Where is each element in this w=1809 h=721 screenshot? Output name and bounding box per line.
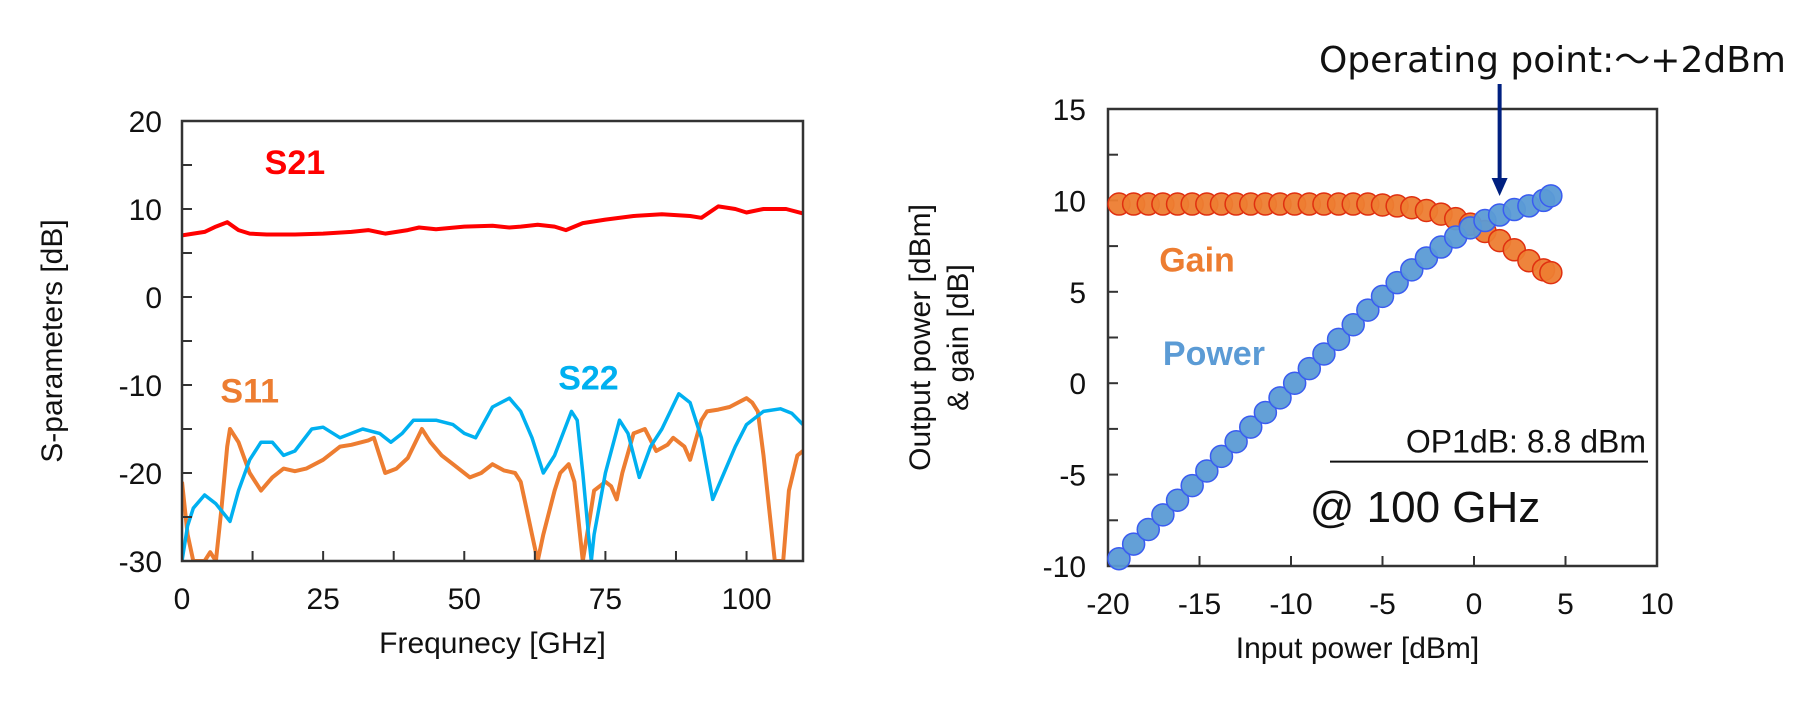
- data-point-power: [1297, 356, 1322, 381]
- operating-point-annotation: Operating point:～+2dBm: [1319, 40, 1786, 81]
- series-line-s21: [182, 204, 803, 238]
- frequency-annotation: @ 100 GHz: [1310, 483, 1541, 532]
- y-tick-label: 20: [129, 106, 162, 139]
- y-tick-label: 15: [1053, 94, 1086, 127]
- data-point-power: [1180, 473, 1204, 498]
- data-point-power: [1238, 415, 1263, 439]
- data-point-power: [1209, 444, 1234, 469]
- data-point-power: [1253, 400, 1278, 425]
- series-label-gain: Gain: [1159, 242, 1235, 280]
- left-plot-frame: [180, 119, 805, 563]
- data-point-power: [1121, 532, 1146, 556]
- right-x-axis-title: Input power [dBm]: [1236, 632, 1479, 665]
- y-tick-label: -5: [1059, 460, 1086, 493]
- right-y-axis-title-line2: & gain [dB]: [942, 264, 975, 411]
- power-gain-points: [1107, 184, 1563, 571]
- y-tick-label: -10: [119, 370, 162, 403]
- data-point-power: [1165, 488, 1190, 512]
- data-point-power: [1312, 342, 1336, 366]
- s-parameter-series: [182, 204, 803, 561]
- series-label-s22: S22: [558, 359, 619, 397]
- series-line-s22: [182, 392, 803, 561]
- data-point-power: [1282, 371, 1307, 395]
- data-point-gain: [1539, 260, 1563, 285]
- data-point-power: [1326, 327, 1351, 352]
- y-tick-label: 0: [1069, 368, 1086, 401]
- left-x-axis-title: Frequnecy [GHz]: [379, 627, 606, 660]
- data-point-power: [1268, 386, 1292, 410]
- series-label-s11: S11: [220, 373, 279, 411]
- x-tick-label: -20: [1086, 588, 1129, 621]
- y-tick-label: 10: [1053, 185, 1086, 218]
- x-tick-label: -10: [1269, 588, 1312, 621]
- series-line-s11: [182, 396, 803, 561]
- y-tick-label: -30: [119, 546, 162, 579]
- y-tick-label: -10: [1043, 551, 1086, 584]
- data-point-power: [1195, 459, 1219, 483]
- x-tick-label: 10: [1640, 588, 1673, 621]
- data-point-power: [1370, 284, 1395, 309]
- x-tick-label: 75: [589, 583, 622, 616]
- y-tick-label: 10: [129, 194, 162, 227]
- right-tick-labels: -20 -15 -10 -5 0 5 10 -10 -5 0 5 10 15: [1043, 94, 1674, 621]
- x-tick-label: 0: [1466, 588, 1483, 621]
- y-tick-label: 5: [1069, 277, 1086, 310]
- data-point-power: [1151, 503, 1175, 527]
- operating-point-arrow-head: [1491, 178, 1508, 196]
- data-point-power: [1539, 184, 1563, 208]
- series-label-s21: S21: [265, 144, 326, 182]
- x-tick-label: 50: [448, 583, 481, 616]
- x-tick-label: 0: [174, 583, 191, 616]
- data-point-power: [1356, 298, 1380, 322]
- x-tick-label: 25: [306, 583, 339, 616]
- data-point-power: [1107, 546, 1131, 571]
- left-tick-labels: 0 25 50 75 100 -30 -20 -10 0 10 20: [119, 106, 772, 616]
- left-series-labels: S21 S11 S22: [220, 144, 618, 411]
- y-tick-label: -20: [119, 458, 162, 491]
- left-axis-ticks: [182, 164, 748, 561]
- data-point-power: [1341, 312, 1365, 337]
- data-point-power: [1136, 517, 1161, 542]
- op1db-annotation: OP1dB: 8.8 dBm: [1406, 424, 1646, 460]
- x-tick-label: -5: [1369, 588, 1396, 621]
- power-gain-chart: -20 -15 -10 -5 0 5 10 -10 -5 0 5 10 15 Input power […: [904, 40, 1786, 665]
- series-label-power: Power: [1163, 335, 1265, 373]
- right-y-axis-title-line1: Output power [dBm]: [904, 204, 937, 471]
- left-y-axis-title: S-parameters [dB]: [36, 219, 69, 462]
- s-parameter-chart: 0 25 50 75 100 -30 -20 -10 0 10 20 Frequnecy [GHz]…: [36, 106, 805, 660]
- right-series-labels: Gain Power: [1159, 242, 1265, 373]
- data-point-power: [1224, 429, 1248, 454]
- y-tick-label: 0: [145, 282, 162, 315]
- x-tick-label: 5: [1557, 588, 1574, 621]
- x-tick-label: -15: [1178, 588, 1221, 621]
- x-tick-label: 100: [722, 583, 772, 616]
